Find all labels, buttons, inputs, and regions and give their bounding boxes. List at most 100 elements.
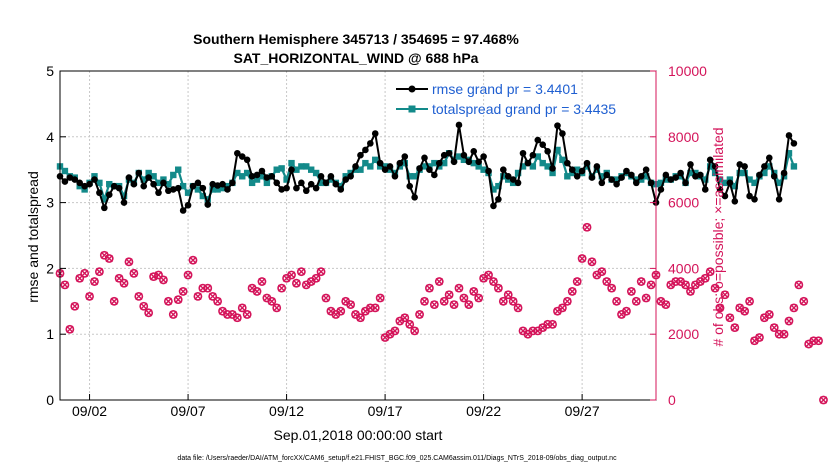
rmse-point [362, 146, 369, 154]
spread-point [184, 189, 192, 196]
obs-assimilated-marker [297, 267, 306, 276]
obs-possible-marker [415, 310, 424, 319]
rmse-point [145, 174, 152, 181]
obs-possible-marker [321, 293, 331, 303]
rmse-point [529, 151, 537, 159]
rmse-point [120, 199, 128, 206]
obs-assimilated-marker [356, 314, 365, 322]
spread-point [790, 163, 798, 170]
obs-assimilated-marker [169, 310, 177, 319]
spread-point [239, 173, 246, 180]
y-right-tick-label: 2000 [668, 326, 699, 342]
rmse-point [224, 186, 231, 193]
rmse-point [554, 122, 561, 129]
obs-possible-marker [311, 273, 321, 283]
spread-point [263, 179, 271, 187]
obs-possible-marker [425, 283, 434, 293]
obs-assimilated-marker [470, 287, 478, 296]
spread-point [741, 169, 748, 177]
spread-point [761, 169, 768, 177]
obs-possible-marker [626, 287, 636, 296]
obs-possible-marker [646, 280, 656, 290]
obs-possible-marker [582, 222, 592, 232]
spread-point [278, 165, 285, 172]
rmse-point [480, 153, 487, 160]
obs-assimilated-marker [213, 297, 222, 305]
obs-possible-marker [493, 283, 503, 293]
obs-assimilated-marker [598, 267, 606, 276]
rmse-point [140, 182, 148, 190]
y-axis-right-label: # of obs: o=possible; ×=assimilated [710, 127, 726, 346]
rmse-point [608, 176, 615, 183]
obs-possible-marker [700, 273, 710, 283]
obs-possible-marker [612, 296, 621, 306]
rmse-point [603, 171, 611, 179]
rmse-point [229, 179, 236, 187]
obs-assimilated-marker [80, 269, 89, 278]
spread-point [751, 179, 758, 187]
rmse-point [401, 153, 409, 160]
obs-assimilated-marker [90, 277, 99, 286]
obs-possible-marker [159, 275, 168, 285]
obs-assimilated-marker [445, 291, 453, 299]
x-tick-label: 09/07 [171, 403, 206, 419]
rmse-point [751, 196, 758, 203]
rmse-point [371, 130, 379, 137]
obs-possible-marker [129, 268, 139, 278]
spread-point [598, 173, 606, 180]
obs-possible-marker [622, 306, 631, 316]
spread-point [539, 159, 546, 167]
rmse-point [697, 171, 704, 179]
obs-assimilated-marker [312, 274, 320, 282]
obs-possible-marker [671, 277, 681, 286]
rmse-point [460, 151, 468, 159]
obs-assimilated-marker [642, 294, 650, 302]
obs-possible-marker [292, 278, 301, 288]
rmse-point [726, 179, 734, 187]
obs-possible-marker [124, 257, 134, 267]
rmse-point [179, 207, 187, 214]
rmse-point [465, 158, 473, 166]
rmse-point [706, 156, 714, 164]
obs-possible-marker [819, 395, 828, 405]
x-tick-label: 09/17 [368, 403, 403, 419]
rmse-point [504, 172, 512, 180]
obs-possible-marker [85, 291, 94, 301]
obs-possible-marker [410, 326, 420, 336]
obs-assimilated-marker [238, 304, 246, 312]
obs-assimilated-marker [337, 307, 345, 315]
rmse-point [578, 167, 586, 175]
spread-point [288, 159, 295, 167]
obs-possible-marker [242, 310, 252, 319]
obs-possible-marker [572, 277, 582, 286]
spread-point [170, 171, 177, 179]
obs-series [55, 222, 828, 405]
spread-point [544, 163, 551, 170]
rmse-point [61, 178, 69, 185]
legend: rmse grand pr = 3.4401 totalspread grand… [396, 81, 616, 117]
rmse-point [342, 176, 349, 183]
obs-possible-marker [503, 290, 513, 300]
rmse-point [160, 179, 167, 187]
rmse-point [115, 184, 123, 192]
obs-assimilated-marker [514, 304, 522, 312]
obs-assimilated-marker [135, 292, 143, 301]
rmse-point [273, 179, 281, 187]
obs-assimilated-marker [800, 297, 808, 305]
obs-assimilated-marker [243, 310, 251, 319]
obs-assimilated-marker [277, 284, 286, 292]
obs-possible-marker [444, 290, 454, 300]
rmse-point [741, 163, 748, 170]
rmse-point [411, 194, 418, 201]
obs-possible-marker [710, 283, 720, 293]
rmse-point [199, 184, 207, 192]
rmse-point [317, 172, 325, 180]
spread-point [317, 179, 325, 187]
rmse-point [253, 171, 261, 179]
spread-point [253, 176, 261, 183]
obs-possible-marker [429, 300, 439, 309]
obs-assimilated-marker [164, 297, 173, 305]
spread-point [657, 179, 665, 187]
rmse-point [583, 159, 591, 167]
obs-assimilated-marker [814, 337, 823, 345]
